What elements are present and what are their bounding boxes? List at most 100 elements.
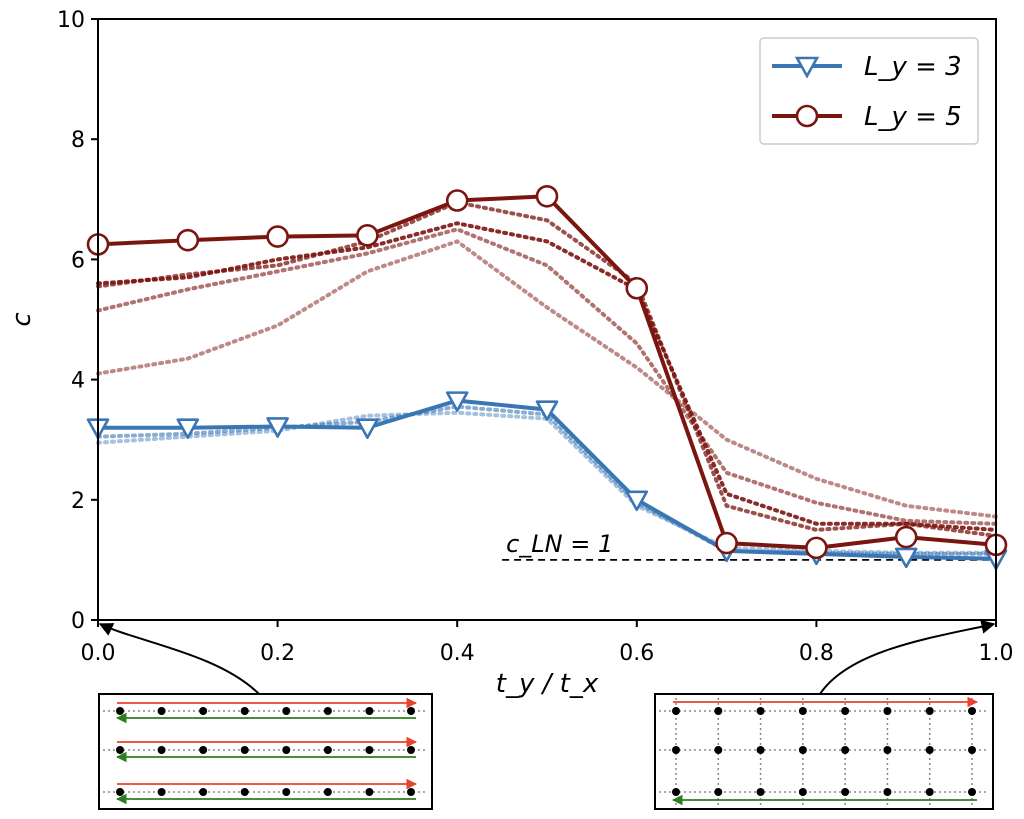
dotted-series-line-3 bbox=[96, 227, 998, 526]
data-point bbox=[356, 224, 379, 247]
data-point bbox=[266, 225, 289, 248]
legend-label: L_y = 5 bbox=[864, 102, 962, 132]
data-point bbox=[625, 490, 649, 512]
data-point bbox=[445, 189, 469, 212]
data-point bbox=[805, 536, 828, 560]
y-tick-label: 10 bbox=[57, 8, 85, 33]
axes: 0.0 0.2 0.4 0.6 0.8 1.0 0 2 4 6 8 10 bbox=[57, 8, 1014, 666]
lattice-site bbox=[968, 788, 976, 796]
lattice-site bbox=[841, 746, 850, 754]
y-tick-label: 0 bbox=[71, 609, 85, 634]
lattice-site bbox=[968, 707, 976, 715]
series-lines bbox=[86, 184, 1008, 570]
x-axis-label-text: t_y / t_x bbox=[496, 669, 599, 699]
lattice-site bbox=[714, 707, 723, 715]
lattice-site bbox=[365, 746, 374, 754]
lattice-site bbox=[925, 707, 934, 715]
lattice-site bbox=[323, 746, 332, 754]
legend-marker bbox=[795, 104, 819, 128]
x-tick-label: 0.4 bbox=[440, 641, 475, 666]
lattice-site bbox=[925, 746, 934, 754]
lattice-site bbox=[365, 707, 374, 715]
lattice-site bbox=[240, 788, 249, 796]
lattice-site bbox=[672, 707, 680, 715]
lattice-site bbox=[323, 707, 332, 715]
lattice-site bbox=[323, 788, 332, 796]
data-point bbox=[625, 276, 649, 300]
lattice-site bbox=[116, 788, 124, 796]
lattice-site bbox=[199, 707, 208, 715]
data-point bbox=[715, 531, 738, 555]
lattice-site bbox=[798, 707, 807, 715]
inset-pointer-arrow bbox=[819, 619, 996, 695]
inset-lattice-1 bbox=[98, 623, 433, 810]
lattice-site bbox=[282, 788, 291, 796]
lattice-site bbox=[714, 788, 723, 796]
data-point bbox=[894, 525, 918, 549]
lattice-site bbox=[157, 707, 166, 715]
data-point bbox=[894, 547, 918, 569]
lattice-site bbox=[116, 746, 124, 754]
lattice-site bbox=[240, 746, 249, 754]
inset-frame bbox=[98, 693, 433, 810]
lattice-site bbox=[365, 788, 374, 796]
x-tick-label: 0.8 bbox=[799, 641, 834, 666]
lattice-site bbox=[883, 788, 892, 796]
lattice-site bbox=[798, 788, 807, 796]
lattice-site bbox=[925, 788, 934, 796]
lattice-site bbox=[968, 746, 976, 754]
lattice-site bbox=[157, 746, 166, 754]
y-tick-label: 4 bbox=[71, 369, 85, 394]
x-axis-label: t_y / t_x bbox=[496, 669, 599, 699]
data-point bbox=[176, 418, 200, 439]
lattice-site bbox=[672, 746, 680, 754]
lattice-site bbox=[199, 746, 208, 754]
data-point bbox=[356, 418, 379, 439]
series-line-2 bbox=[97, 194, 997, 550]
lattice-site bbox=[282, 707, 291, 715]
y-axis-label: c bbox=[7, 312, 37, 326]
data-point bbox=[176, 228, 200, 252]
lattice-site bbox=[841, 707, 850, 715]
inset-lattice-2 bbox=[654, 619, 996, 810]
plot-frame bbox=[97, 18, 997, 621]
lattice-site bbox=[841, 788, 850, 796]
dotted-lines bbox=[96, 200, 998, 556]
lattice-site bbox=[756, 707, 765, 715]
legend-label: L_y = 3 bbox=[864, 52, 962, 82]
y-tick-label: 8 bbox=[71, 128, 85, 153]
lattice-site bbox=[756, 746, 765, 754]
lattice-site bbox=[756, 788, 765, 796]
y-tick-label: 6 bbox=[71, 248, 85, 273]
inset-pointer-arrow bbox=[98, 623, 260, 695]
data-point bbox=[445, 391, 469, 412]
lattice-site bbox=[407, 788, 415, 796]
lattice-site bbox=[672, 788, 680, 796]
inset-frame bbox=[654, 693, 994, 810]
lattice-site bbox=[240, 707, 249, 715]
reference-line-label: c_LN = 1 bbox=[506, 530, 613, 558]
lattice-site bbox=[883, 746, 892, 754]
lattice-site bbox=[798, 746, 807, 754]
lattice-site bbox=[714, 746, 723, 754]
data-point bbox=[266, 417, 289, 438]
dotted-series-line-4 bbox=[96, 239, 998, 519]
reference-line-group: c_LN = 1 bbox=[502, 530, 996, 561]
x-tick-label: 0.0 bbox=[81, 641, 116, 666]
lattice-site bbox=[116, 707, 124, 715]
insets bbox=[98, 619, 996, 810]
x-tick-label: 0.2 bbox=[260, 641, 295, 666]
dotted-series-line-2 bbox=[96, 200, 998, 538]
y-tick-label: 2 bbox=[71, 489, 85, 514]
legend: L_y = 3 L_y = 5 bbox=[759, 37, 979, 145]
lattice-site bbox=[157, 788, 166, 796]
lattice-site bbox=[883, 707, 892, 715]
legend-marker bbox=[794, 56, 820, 79]
lattice-site bbox=[407, 707, 415, 715]
lattice-site bbox=[282, 746, 291, 754]
lattice-site bbox=[199, 788, 208, 796]
data-point bbox=[535, 184, 559, 208]
lattice-site bbox=[407, 746, 415, 754]
dotted-series-line-1 bbox=[96, 221, 998, 532]
